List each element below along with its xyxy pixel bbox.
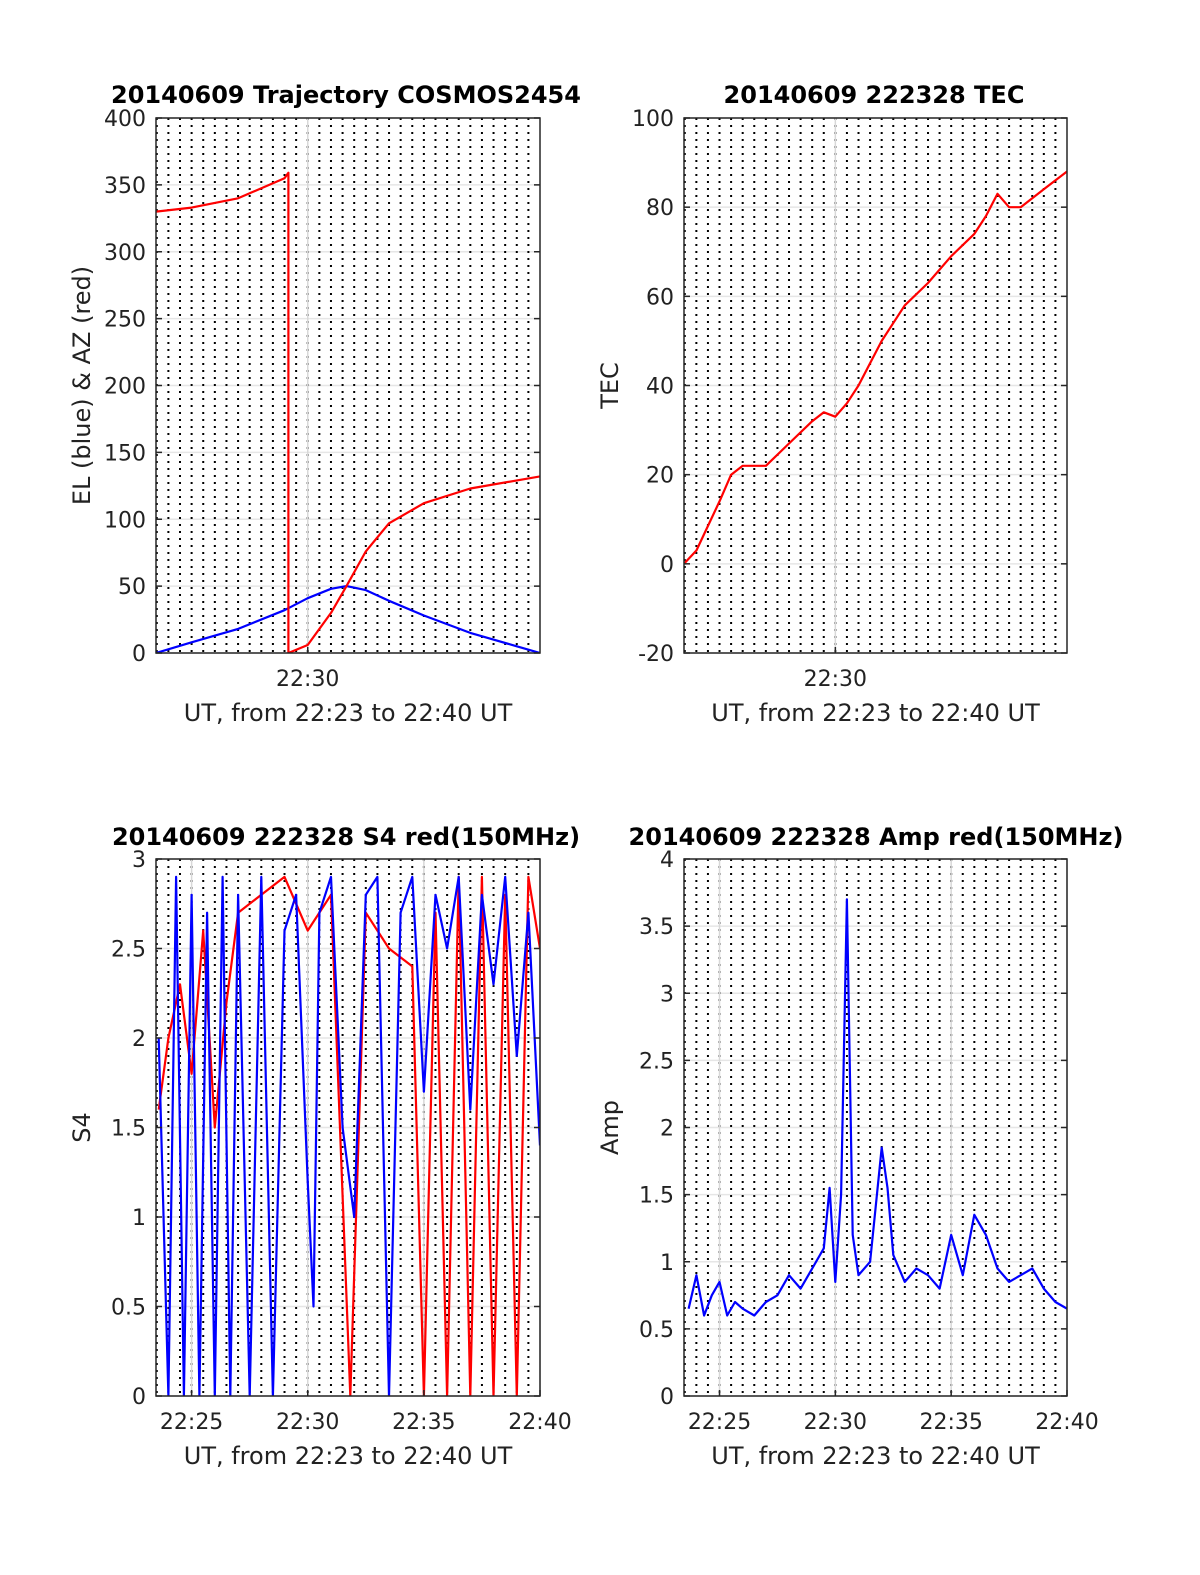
- y-tick-label: 80: [646, 196, 674, 221]
- y-tick-label: 40: [646, 375, 674, 400]
- y-axis-label: S4: [68, 1112, 96, 1143]
- y-tick-label: 250: [104, 308, 146, 333]
- chart-title: 20140609 222328 TEC: [724, 81, 1025, 109]
- y-axis-label: EL (blue) & AZ (red): [68, 266, 96, 505]
- y-tick-label: 100: [104, 508, 146, 533]
- y-tick-label: 100: [632, 107, 674, 132]
- y-tick-label: 2: [132, 1027, 146, 1052]
- y-tick-label: 2: [660, 1117, 674, 1142]
- x-tick-label: 22:30: [276, 667, 339, 692]
- y-tick-label: 4: [660, 848, 674, 873]
- series-line-1: [157, 875, 540, 1396]
- x-tick-label: 22:30: [276, 1410, 339, 1435]
- y-tick-label: 1.5: [111, 1117, 146, 1142]
- y-axis-label: Amp: [596, 1100, 624, 1155]
- y-tick-label: 1.5: [639, 1184, 674, 1209]
- y-tick-label: 0: [660, 1385, 674, 1410]
- x-tick-label: 22:25: [160, 1410, 223, 1435]
- y-tick-label: 1: [660, 1251, 674, 1276]
- x-tick-label: 22:25: [688, 1410, 751, 1435]
- y-axis-label: TEC: [596, 362, 624, 410]
- y-tick-label: 50: [118, 575, 146, 600]
- y-tick-label: 400: [104, 107, 146, 132]
- x-tick-label: 22:35: [392, 1410, 455, 1435]
- y-tick-label: 3: [660, 982, 674, 1007]
- series-line-1: [156, 171, 540, 653]
- y-tick-label: -20: [638, 642, 674, 667]
- amp-chart: 0 0.5 1 1.5 2 2.5 3 3.5 4 22:25 22:30 22:35 22:40 201…: [596, 823, 1123, 1470]
- x-axis-label: UT, from 22:23 to 22:40 UT: [184, 1442, 513, 1470]
- x-tick-label: 22:40: [1035, 1410, 1098, 1435]
- y-tick-label: 200: [104, 375, 146, 400]
- chart-title: 20140609 222328 Amp red(150MHz): [629, 823, 1124, 851]
- y-tick-label: 60: [646, 285, 674, 310]
- tec-chart: -20 0 20 40 60 80 100 22:30 20140609 222328 TEC U…: [596, 81, 1068, 727]
- x-axis-label: UT, from 22:23 to 22:40 UT: [184, 699, 513, 727]
- chart-title: 20140609 Trajectory COSMOS2454: [111, 81, 581, 109]
- x-tick-label: 22:40: [508, 1410, 571, 1435]
- x-tick-label: 22:35: [919, 1410, 982, 1435]
- y-tick-label: 300: [104, 241, 146, 266]
- s4-chart: 0 0.5 1 1.5 2 2.5 3 22:25 22:30 22:35 22:40 2014060…: [68, 823, 580, 1470]
- x-tick-label: 22:30: [804, 667, 867, 692]
- series-line-0: [684, 170, 1067, 565]
- trajectory-chart: 0 50 100 150 200 250 300 350 400 22:30 20140609 Tr…: [68, 81, 581, 727]
- series-line-0: [687, 898, 1067, 1317]
- y-tick-label: 3.5: [639, 915, 674, 940]
- y-tick-label: 2.5: [639, 1049, 674, 1074]
- chart-title: 20140609 222328 S4 red(150MHz): [112, 823, 580, 851]
- y-tick-label: 20: [646, 464, 674, 489]
- y-tick-label: 1: [132, 1206, 146, 1231]
- y-tick-label: 0.5: [111, 1296, 146, 1321]
- x-tick-label: 22:30: [804, 1410, 867, 1435]
- x-axis-label: UT, from 22:23 to 22:40 UT: [711, 1442, 1040, 1470]
- y-tick-label: 150: [104, 441, 146, 466]
- y-tick-label: 0: [132, 1385, 146, 1410]
- y-tick-label: 350: [104, 174, 146, 199]
- y-tick-label: 0.5: [639, 1318, 674, 1343]
- y-tick-label: 0: [132, 642, 146, 667]
- x-axis-label: UT, from 22:23 to 22:40 UT: [711, 699, 1040, 727]
- y-tick-label: 2.5: [111, 938, 146, 963]
- y-tick-label: 3: [132, 848, 146, 873]
- y-tick-label: 0: [660, 553, 674, 578]
